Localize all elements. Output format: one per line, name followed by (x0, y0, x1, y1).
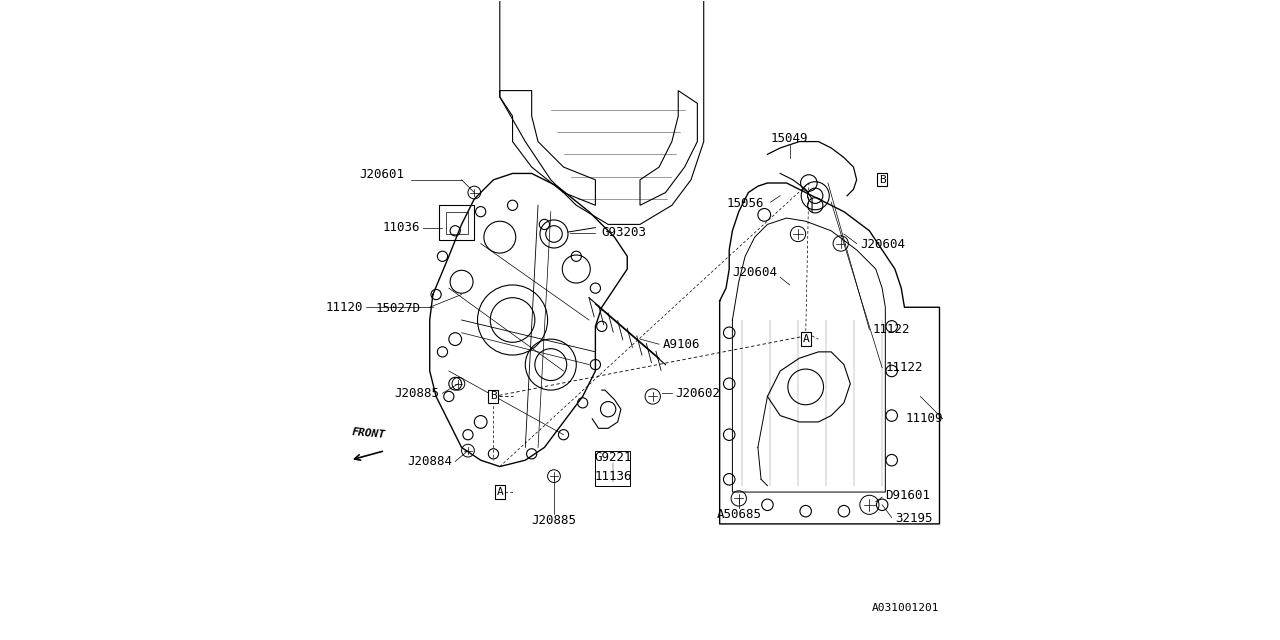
Text: 11122: 11122 (873, 323, 910, 336)
Text: J20884: J20884 (407, 455, 452, 468)
Text: A: A (803, 334, 809, 344)
Text: J20604: J20604 (732, 266, 777, 279)
Text: 11109: 11109 (905, 412, 942, 425)
Text: B: B (879, 175, 886, 185)
Bar (595, 451, 631, 486)
Text: A031001201: A031001201 (872, 603, 940, 613)
Text: 32195: 32195 (895, 512, 932, 525)
Text: A50685: A50685 (717, 508, 762, 521)
Text: B: B (490, 392, 497, 401)
Text: 11136: 11136 (594, 470, 632, 483)
Text: J20604: J20604 (860, 238, 905, 252)
Text: J20601: J20601 (360, 168, 404, 181)
Text: 15027D: 15027D (375, 302, 420, 315)
Text: J20885: J20885 (531, 514, 576, 527)
Bar (439, 205, 475, 241)
Bar (445, 212, 468, 234)
Text: FRONT: FRONT (352, 427, 387, 440)
Text: J20602: J20602 (675, 387, 721, 400)
Text: 11036: 11036 (383, 221, 420, 234)
Text: J20885: J20885 (394, 387, 439, 400)
Text: 11120: 11120 (325, 301, 362, 314)
Text: G93203: G93203 (602, 226, 646, 239)
Text: 15049: 15049 (771, 132, 809, 145)
Text: 11122: 11122 (886, 362, 923, 374)
Text: A: A (497, 487, 503, 497)
Text: G9221: G9221 (594, 451, 632, 463)
Text: 15056: 15056 (727, 197, 764, 210)
Text: A9106: A9106 (662, 338, 700, 351)
Text: D91601: D91601 (886, 489, 931, 502)
